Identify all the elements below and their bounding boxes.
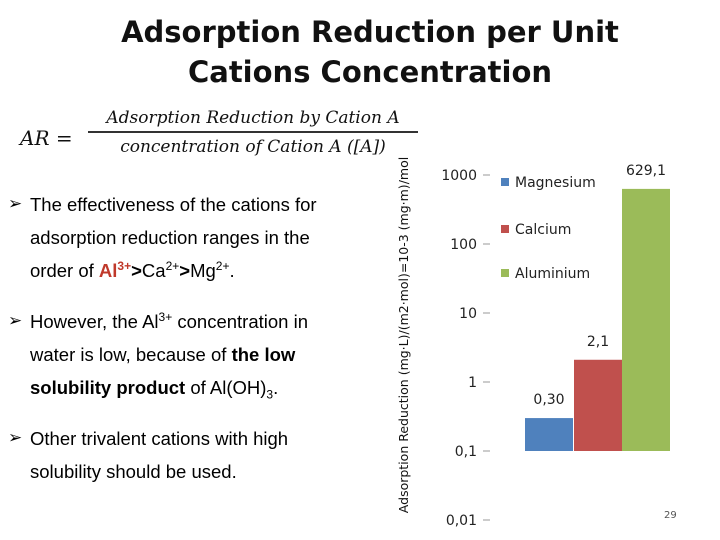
y-axis-ticks: 1000 100 10 1 0,1 0,01	[441, 168, 490, 529]
ca-ion: Ca2+	[142, 260, 179, 281]
bullet-text: of Al(OH)	[185, 377, 267, 398]
bar-chart: Adsorption Reduction (mg·L)/(m2·mol)=10-…	[396, 157, 670, 529]
bullet-item-solubility: ➢ However, the Al3+ concentration in wat…	[8, 305, 353, 404]
slide-title-line-2: Cations Concentration	[187, 55, 553, 89]
bullet-item-effectiveness: ➢ The effectiveness of the cations for a…	[8, 188, 353, 287]
bullet-text: However, the Al	[30, 311, 159, 332]
al-ion: Al3+	[99, 260, 131, 281]
gt-symbol: >	[179, 260, 191, 281]
legend-swatch-aluminium	[501, 269, 509, 277]
ca-charge: 2+	[165, 258, 180, 273]
legend-swatch-calcium	[501, 225, 509, 233]
bar-calcium	[574, 359, 622, 451]
bullet-arrow-icon: ➢	[8, 311, 23, 331]
legend-label-aluminium: Aluminium	[515, 266, 590, 282]
period: .	[229, 260, 235, 281]
y-tick-label: 0,1	[455, 444, 477, 460]
al-charge: 3+	[158, 309, 173, 324]
mg-symbol: Mg	[190, 260, 216, 281]
legend-label-magnesium: Magnesium	[515, 175, 596, 191]
data-labels: 0,30 2,1 629,1	[533, 163, 666, 408]
data-label-magnesium: 0,30	[533, 392, 564, 408]
y-tick-label: 1	[468, 375, 477, 391]
hydroxide-subscript: 3	[266, 387, 274, 402]
bullet-item-trivalent: ➢ Other trivalent cations with high solu…	[8, 422, 353, 488]
bullet-arrow-icon: ➢	[8, 194, 23, 214]
mg-charge: 2+	[215, 258, 230, 273]
bullet-list: ➢ The effectiveness of the cations for a…	[8, 188, 353, 488]
al-symbol: Al	[98, 260, 118, 281]
bullet-emphasis: the low solubility product	[30, 344, 296, 398]
gt-symbol: >	[131, 260, 142, 281]
bullet-text: The effectiveness of the cations for ads…	[30, 194, 317, 281]
bar-aluminium	[622, 188, 670, 451]
mg-ion: Mg2+	[190, 260, 229, 281]
y-tick-label: 0,01	[446, 513, 477, 529]
bullet-arrow-icon: ➢	[8, 428, 23, 448]
y-axis-label: Adsorption Reduction (mg·L)/(m2·mol)=10-…	[396, 157, 411, 513]
formula-fraction: Adsorption Reduction by Cation A concent…	[88, 108, 418, 157]
legend-label-calcium: Calcium	[515, 222, 571, 238]
legend-swatch-magnesium	[501, 178, 509, 186]
bar-magnesium	[525, 418, 573, 451]
al-charge: 3+	[117, 258, 132, 273]
y-tick-label: 1000	[441, 168, 477, 184]
y-tick-label: 100	[450, 237, 477, 253]
formula-denominator: concentration of Cation A ([A])	[120, 137, 386, 157]
ar-formula: AR = Adsorption Reduction by Cation A co…	[18, 108, 418, 168]
page-number: 29	[664, 510, 677, 521]
slide-title: Adsorption Reduction per Unit Cations Co…	[0, 12, 720, 92]
slide-title-line-1: Adsorption Reduction per Unit	[121, 15, 619, 49]
formula-numerator: Adsorption Reduction by Cation A	[106, 108, 400, 128]
formula-lhs: AR =	[20, 126, 73, 150]
y-tick-label: 10	[459, 306, 477, 322]
legend: Magnesium Calcium Aluminium	[501, 175, 596, 282]
fraction-bar	[88, 131, 418, 133]
ca-symbol: Ca	[141, 260, 166, 281]
bars	[525, 188, 670, 451]
bullet-text: concentration in water is low, because o…	[30, 311, 308, 365]
period: .	[273, 377, 279, 398]
data-label-aluminium: 629,1	[626, 163, 666, 179]
bullet-text: Other trivalent cations with high solubi…	[30, 428, 289, 482]
data-label-calcium: 2,1	[587, 334, 609, 350]
